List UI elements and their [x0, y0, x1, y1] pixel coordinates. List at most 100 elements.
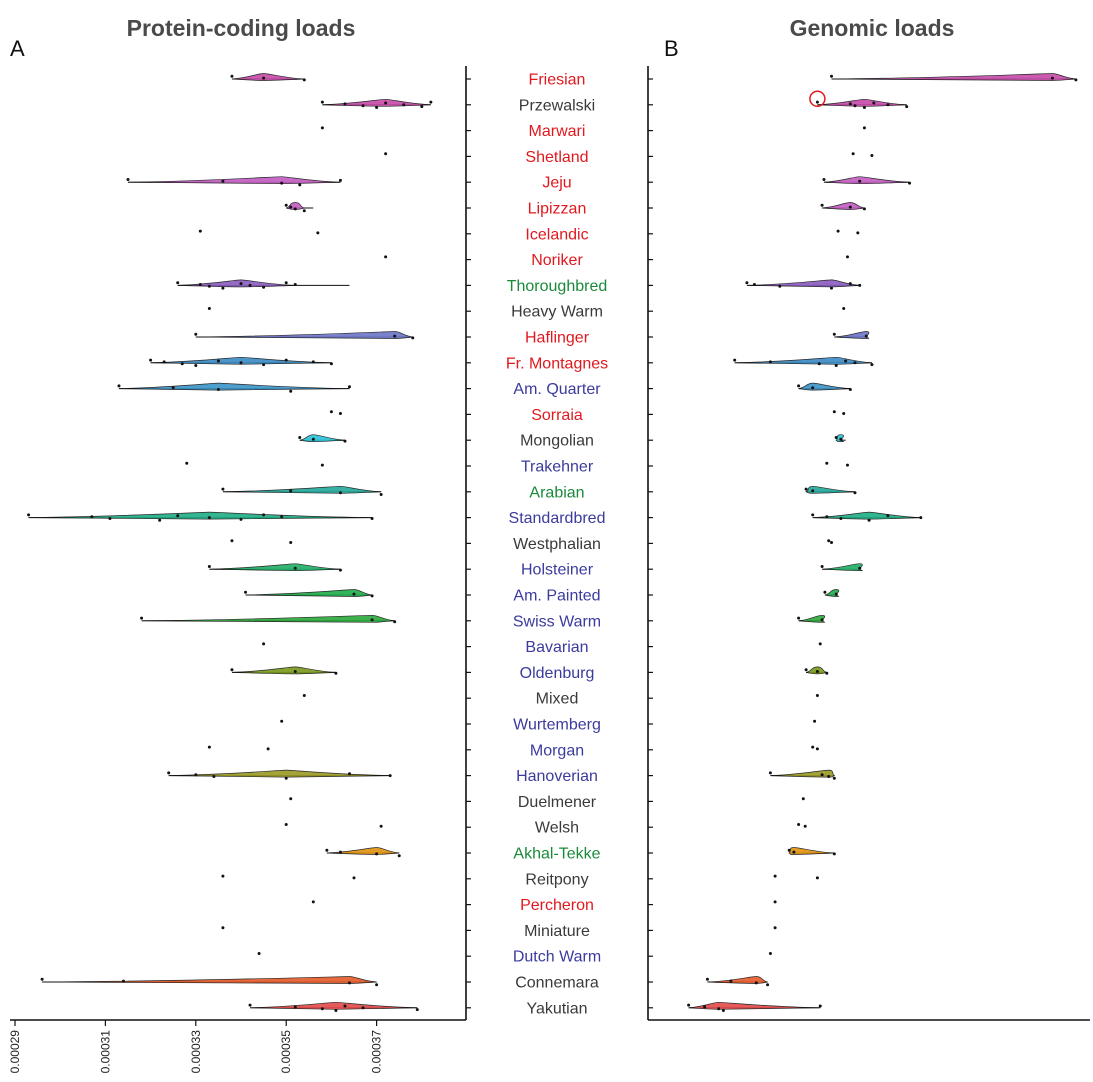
b-violin [812, 511, 921, 520]
b-row-holsteiner [648, 563, 863, 572]
a-violin [231, 73, 305, 81]
breed-label: Holsteiner [521, 562, 594, 579]
a-data-point [347, 981, 351, 985]
breed-label: Morgan [530, 742, 584, 759]
a-data-point [343, 439, 347, 443]
b-data-point [729, 979, 733, 983]
a-violin [141, 614, 395, 623]
a-data-point [293, 566, 297, 570]
a-row-icelandic [198, 229, 471, 235]
b-row-przewalski [648, 98, 909, 109]
b-data-point [832, 332, 836, 336]
a-x-tick-label: 0.00031 [98, 1030, 112, 1074]
b-row-sorraia [648, 410, 846, 415]
breed-label: Am. Quarter [513, 381, 601, 398]
a-data-point [239, 517, 243, 521]
breed-label: Jeju [542, 175, 571, 192]
a-row-reitpony [221, 874, 471, 880]
a-data-point [338, 850, 342, 854]
a-data-point [415, 1008, 419, 1012]
a-data-point [162, 360, 166, 364]
breed-label: Akhal-Tekke [513, 846, 600, 863]
a-row-holsteiner [207, 563, 471, 572]
a-row-wurtemberg [280, 719, 471, 725]
breed-label: Heavy Warm [511, 304, 603, 321]
b-data-point [825, 515, 829, 519]
b-row-oldenburg [648, 666, 829, 675]
b-data-point [862, 126, 866, 130]
b-data-point [778, 284, 782, 288]
panel-a-x-ticks: 0.00029 0.00031 0.00033 0.00035 0.00037 [8, 1020, 384, 1073]
a-data-point [284, 823, 288, 826]
b-data-point [815, 694, 819, 697]
a-violin [127, 176, 341, 185]
breed-label: Welsh [535, 820, 579, 837]
a-data-point [429, 100, 433, 104]
a-data-point [117, 384, 121, 388]
b-data-point [811, 745, 815, 749]
breed-label: Yakutian [526, 1000, 587, 1017]
a-data-point [121, 979, 125, 983]
b-data-point [813, 719, 817, 723]
b-violin [798, 382, 851, 391]
a-data-point [140, 616, 144, 620]
b-data-point [886, 514, 890, 518]
a-data-point [194, 364, 198, 367]
a-data-point [334, 671, 338, 675]
b-data-point [834, 364, 838, 367]
a-data-point [393, 620, 397, 624]
breed-label: Swiss Warm [513, 613, 601, 630]
a-violin [28, 511, 373, 520]
a-data-point [284, 358, 288, 362]
b-data-point [848, 102, 852, 106]
a-data-point [266, 747, 270, 751]
a-row-noriker [384, 255, 471, 261]
b-row-lipizzan [648, 202, 866, 211]
b-violin [817, 98, 907, 107]
a-violin [231, 666, 336, 675]
breed-label: Wurtemberg [513, 717, 601, 734]
a-data-point [289, 541, 293, 544]
b-data-point [752, 283, 756, 286]
a-data-point [384, 152, 388, 156]
a-data-point [216, 388, 220, 391]
b-row-connemara [648, 976, 770, 987]
breed-label: Am. Painted [513, 588, 600, 605]
a-data-point [212, 775, 216, 778]
breed-label: Westphalian [513, 536, 601, 553]
a-data-point [149, 358, 153, 362]
a-row-marwari [320, 126, 471, 132]
b-data-point [822, 178, 826, 181]
a-data-point [280, 181, 284, 185]
b-data-point [745, 281, 749, 285]
b-data-point [815, 670, 819, 673]
a-data-point [370, 618, 374, 622]
breed-labels: Friesian Przewalski Marwari Shetland Jeju Lip… [506, 72, 608, 1018]
a-data-point [311, 437, 315, 441]
a-data-point [40, 977, 44, 981]
panel-a-letter: A [10, 36, 25, 61]
a-data-point [384, 101, 388, 105]
a-row-heavy-warm [207, 307, 471, 312]
a-row-shetland [384, 152, 471, 157]
b-data-point [773, 874, 777, 878]
a-row-oldenburg [230, 666, 471, 675]
b-row-percheron [648, 900, 777, 906]
a-data-point [393, 334, 397, 338]
b-data-point [853, 104, 857, 108]
b-data-point [801, 797, 805, 801]
b-row-morgan [648, 745, 819, 751]
a-data-point [343, 102, 347, 106]
b-violin [831, 73, 1076, 81]
a-data-point [293, 1005, 297, 1009]
a-data-point [207, 516, 211, 520]
breed-label: Trakehner [521, 459, 594, 476]
a-data-point [289, 205, 293, 209]
b-data-point [768, 952, 772, 955]
b-row-shetland [648, 152, 874, 157]
a-data-point [248, 1003, 252, 1007]
a-violin [177, 279, 296, 288]
a-row-percheron [311, 900, 471, 906]
a-data-point [126, 178, 130, 181]
b-data-point [803, 824, 807, 828]
